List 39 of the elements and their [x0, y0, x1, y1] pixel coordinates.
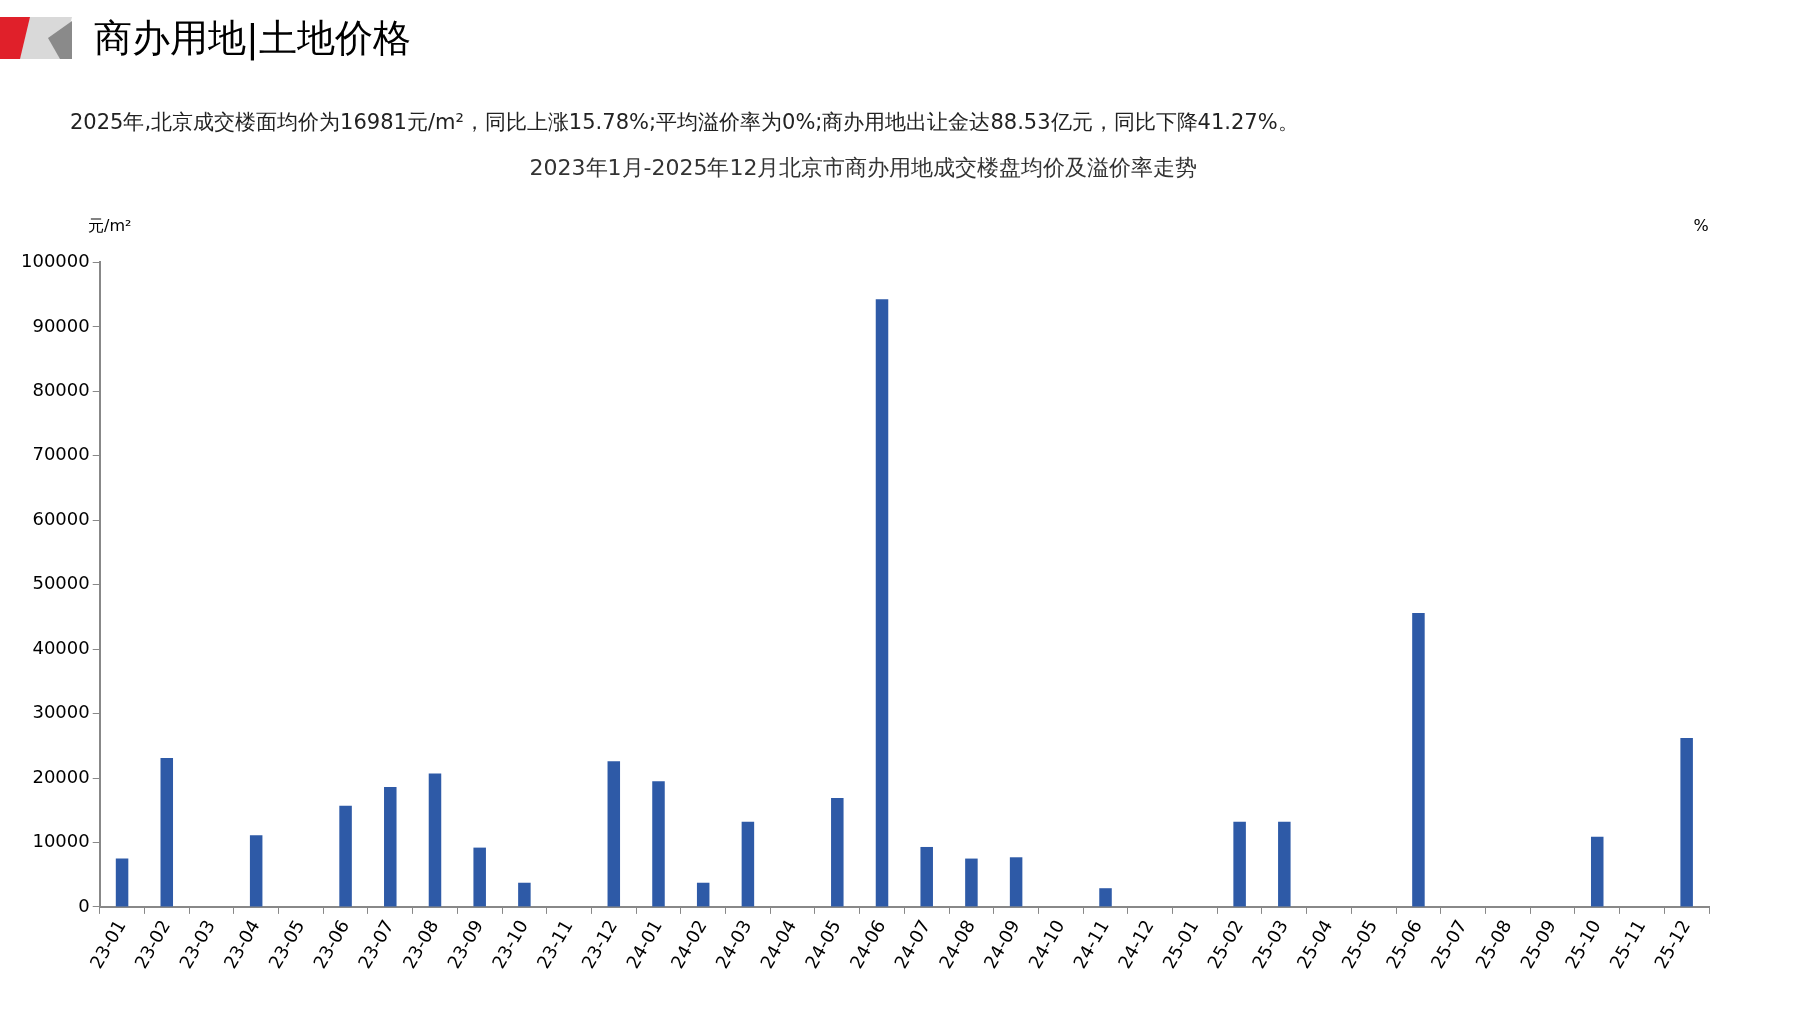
bar — [1590, 836, 1604, 907]
y-axis-title: 元/m² — [88, 215, 132, 235]
y-tick-label: 40000 — [32, 636, 90, 658]
bar — [518, 882, 531, 907]
bar — [1680, 738, 1693, 907]
bar — [607, 761, 621, 907]
bar — [965, 858, 978, 907]
y-tick-label: 10000 — [32, 830, 90, 852]
chart-subtitle: 2025年,北京成交楼面均价为16981元/m²，同比上涨15.78%;平均溢价率为0%;商办用地出让金达88.53亿元，同比下降41.27%。 — [70, 109, 1300, 136]
bar — [1233, 821, 1246, 907]
chart-title: 2023年1月-2025年12月北京市商办用地成交楼盘均价及溢价率走势 — [529, 154, 1198, 180]
text: 商办用地|土地价格 — [94, 14, 411, 63]
bar — [160, 758, 174, 907]
y-tick-label: 20000 — [32, 765, 90, 787]
bar — [428, 773, 442, 907]
bar — [1278, 821, 1291, 907]
bar — [115, 858, 129, 907]
bar — [652, 781, 665, 907]
bar — [473, 847, 486, 907]
y-tick-label: 100000 — [20, 250, 90, 272]
y-tick-label: 50000 — [32, 572, 90, 594]
y-tick-label: 70000 — [32, 443, 90, 465]
y-tick-label: 90000 — [32, 314, 90, 336]
y-tick-label: 30000 — [32, 701, 90, 723]
bar — [249, 835, 263, 907]
bar — [339, 805, 352, 907]
bar — [831, 797, 844, 907]
bar — [1099, 888, 1112, 907]
bar — [920, 846, 933, 907]
y-tick-label: 0 — [78, 894, 90, 916]
bar — [384, 787, 397, 907]
y-tick-label: 60000 — [32, 507, 90, 529]
bar — [875, 299, 889, 907]
y2-axis-title: % — [1693, 215, 1709, 235]
bar — [741, 821, 755, 907]
y-tick-label: 80000 — [32, 378, 90, 400]
bar — [1412, 613, 1425, 907]
bar — [1009, 857, 1023, 907]
bar — [696, 882, 710, 907]
